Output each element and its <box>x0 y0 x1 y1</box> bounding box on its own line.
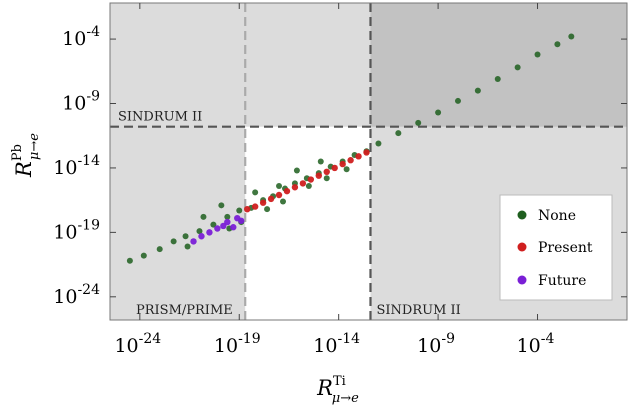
x-axis-label: RTi μ→e <box>316 374 359 406</box>
point-none-22 <box>415 119 422 126</box>
point-future-3 <box>214 225 221 232</box>
point-none-4 <box>182 233 189 240</box>
point-none-39 <box>264 206 271 213</box>
point-none-2 <box>156 246 163 253</box>
region-label-sindrum-ti: SINDRUM II <box>376 303 460 318</box>
x-tick-label-2: 10-14 <box>313 331 360 357</box>
point-present-5 <box>283 187 291 195</box>
point-none-36 <box>317 158 324 165</box>
point-none-40 <box>305 182 312 189</box>
legend-label-present: Present <box>538 240 593 256</box>
region-labels: PRISM/PRIME SINDRUM II SINDRUM II <box>118 110 461 318</box>
legend-marker-present <box>517 242 527 252</box>
point-none-43 <box>279 198 286 205</box>
axis-ticks <box>110 3 627 320</box>
point-none-35 <box>293 167 300 174</box>
point-none-32 <box>218 202 225 209</box>
point-none-3 <box>170 238 177 245</box>
region-label-sindrum-pb: SINDRUM II <box>118 110 202 125</box>
y-axis-label-sub: μ→e <box>27 133 42 160</box>
point-none-24 <box>454 97 461 104</box>
point-none-44 <box>323 175 330 182</box>
point-none-34 <box>276 182 283 189</box>
point-present-4 <box>275 191 283 199</box>
point-none-27 <box>514 64 521 71</box>
point-present-7 <box>299 180 307 187</box>
y-tick-label-1: 10-19 <box>53 217 100 243</box>
point-present-1 <box>251 203 259 210</box>
point-present-13 <box>347 157 354 164</box>
legend-marker-none <box>517 210 527 220</box>
point-none-33 <box>252 189 259 196</box>
point-future-0 <box>190 238 197 245</box>
point-none-29 <box>554 41 561 48</box>
point-present-9 <box>315 172 322 179</box>
point-none-26 <box>494 76 501 83</box>
x-axis-label-base: R <box>316 376 333 400</box>
x-tick-label-1: 10-19 <box>214 331 261 357</box>
point-present-2 <box>259 199 267 206</box>
y-axis-label: RPb μ→e <box>10 133 42 178</box>
point-future-2 <box>206 229 213 236</box>
limit-lines <box>110 3 627 320</box>
point-none-8 <box>236 207 243 214</box>
y-axis-label-sup: Pb <box>10 144 25 161</box>
excluded-region-dark <box>370 3 627 127</box>
point-future-1 <box>198 233 205 240</box>
x-tick-label-0: 10-24 <box>114 331 161 357</box>
point-none-21 <box>395 130 402 137</box>
x-axis-label-sub: μ→e <box>332 391 359 406</box>
point-future-6 <box>230 224 237 231</box>
point-present-0 <box>244 205 251 213</box>
point-future-8 <box>238 217 245 224</box>
point-none-0 <box>126 257 133 264</box>
point-none-37 <box>184 243 191 250</box>
x-tick-label-3: 10-9 <box>417 331 455 357</box>
x-tick-label-4: 10-4 <box>517 331 555 357</box>
point-present-11 <box>331 164 338 172</box>
region-label-prism-prime: PRISM/PRIME <box>136 303 233 318</box>
y-tick-label-0: 10-24 <box>53 282 100 308</box>
y-tick-label-3: 10-9 <box>62 89 100 115</box>
point-future-5 <box>224 218 231 226</box>
point-none-41 <box>343 166 350 173</box>
point-present-15 <box>363 149 370 156</box>
point-present-6 <box>291 184 299 191</box>
point-present-10 <box>323 168 330 176</box>
point-present-3 <box>267 195 275 203</box>
y-tick-label-4: 10-4 <box>62 24 100 50</box>
point-none-5 <box>196 228 203 235</box>
point-none-25 <box>474 87 481 94</box>
point-none-20 <box>375 140 382 147</box>
point-none-7 <box>224 213 231 220</box>
point-present-14 <box>355 153 362 160</box>
legend-marker-future <box>517 275 527 285</box>
point-none-30 <box>568 33 575 40</box>
legend: None Present Future <box>499 194 613 301</box>
point-none-23 <box>435 109 442 116</box>
point-none-1 <box>140 252 147 259</box>
legend-label-none: None <box>538 208 576 224</box>
point-none-31 <box>200 213 207 220</box>
point-none-6 <box>210 221 217 228</box>
legend-label-future: Future <box>538 273 586 289</box>
point-present-8 <box>307 176 315 183</box>
plot-frame <box>109 2 628 321</box>
point-none-28 <box>534 51 541 58</box>
x-axis-label-sup: Ti <box>333 374 346 389</box>
point-present-12 <box>339 160 346 168</box>
point-future-4 <box>220 222 227 230</box>
y-axis-label-base: R <box>12 161 36 178</box>
y-tick-label-2: 10-14 <box>53 153 100 179</box>
data-points <box>126 33 575 264</box>
tick-labels: 10-24 10-19 10-14 10-9 10-4 10-24 10-19 10-14 10… <box>53 24 554 357</box>
